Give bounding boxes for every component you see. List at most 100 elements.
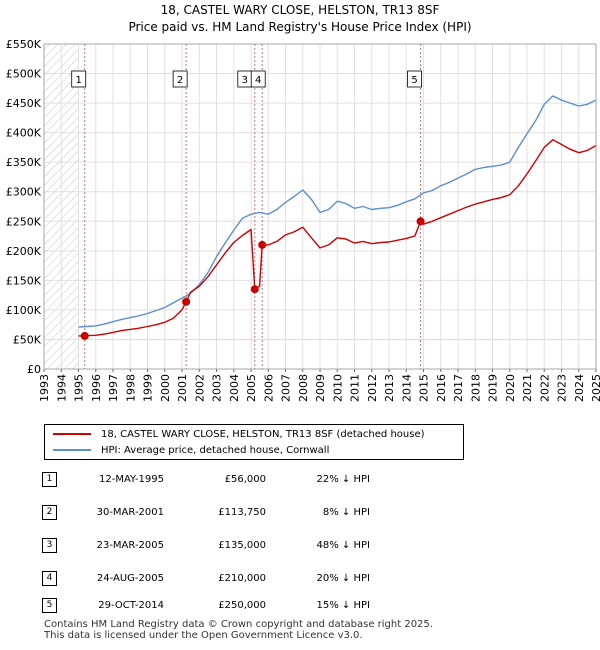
sale-row: 4 24-AUG-2005 £210,000 20% ↓ HPI — [0, 569, 600, 589]
x-tick-label: 2000 — [159, 374, 172, 402]
axes: £0 £50K £100K £150K £200K £250K £300K £350K £400… — [6, 38, 600, 402]
x-tick-label: 1996 — [90, 374, 103, 402]
x-tick-label: 1998 — [124, 374, 137, 402]
sale-point — [416, 217, 425, 226]
sale-marker-box — [250, 70, 266, 88]
sale-marker-number: 2 — [177, 75, 183, 86]
y-tick-label: £400K — [6, 127, 42, 140]
sale-number: 1 — [42, 472, 57, 487]
sale-hpi-diff: 8% ↓ HPI — [322, 507, 370, 518]
x-tick-label: 2010 — [331, 374, 344, 402]
x-tick-label: 1999 — [142, 374, 155, 402]
legend-label-property: 18, CASTEL WARY CLOSE, HELSTON, TR13 8SF… — [101, 429, 425, 440]
sale-marker-label: 5 — [407, 70, 422, 88]
property-price-line — [78, 139, 596, 337]
sale-marker-box — [71, 70, 87, 88]
x-tick-label: 2005 — [245, 374, 258, 402]
x-tick-label: 2021 — [521, 374, 534, 402]
sale-price: £210,000 — [218, 573, 266, 584]
y-tick-label: £250K — [6, 215, 42, 228]
sale-point — [80, 331, 89, 340]
sale-row: 3 23-MAR-2005 £135,000 48% ↓ HPI — [0, 536, 600, 556]
y-tick-label: £100K — [6, 304, 42, 317]
legend-item-hpi: HPI: Average price, detached house, Corn… — [53, 443, 329, 459]
sale-date: 24-AUG-2005 — [96, 573, 164, 584]
y-tick-label: £550K — [6, 38, 42, 51]
y-tick-label: £200K — [6, 245, 42, 258]
price-chart: £0 £50K £100K £150K £200K £250K £300K £350K £400… — [6, 38, 600, 402]
series-lines — [78, 95, 596, 337]
y-tick-label: £50K — [13, 333, 42, 346]
sale-date: 29-OCT-2014 — [98, 600, 164, 611]
x-tick-label: 2015 — [418, 374, 431, 402]
sale-points — [80, 217, 425, 340]
sale-marker-label: 4 — [250, 70, 266, 88]
sale-date: 30-MAR-2001 — [96, 507, 164, 518]
y-tick-label: £450K — [6, 97, 42, 110]
x-tick-label: 1995 — [73, 374, 86, 402]
sale-marker-box — [407, 70, 422, 88]
plot-frame — [43, 43, 597, 370]
legend-swatch-hpi — [53, 449, 91, 451]
x-tick-label: 2011 — [349, 374, 362, 402]
sale-marker-label: 2 — [172, 70, 188, 88]
sale-hpi-diff: 22% ↓ HPI — [316, 474, 370, 485]
x-tick-label: 2003 — [211, 374, 224, 402]
x-tick-label: 2023 — [556, 374, 569, 402]
chart-subtitle: Price paid vs. HM Land Registry's House … — [128, 20, 472, 34]
legend: 18, CASTEL WARY CLOSE, HELSTON, TR13 8SF… — [44, 424, 464, 460]
sale-marker-number: 3 — [242, 75, 248, 86]
sale-price: £56,000 — [224, 474, 266, 485]
sale-hpi-diff: 20% ↓ HPI — [316, 573, 370, 584]
x-tick-label: 2014 — [400, 374, 413, 402]
sale-point — [182, 297, 191, 306]
x-tick-label: 2001 — [176, 374, 189, 402]
x-tick-label: 1994 — [55, 374, 68, 402]
x-tick-label: 2006 — [262, 374, 275, 402]
x-tick-label: 2020 — [504, 374, 517, 402]
sale-row: 5 29-OCT-2014 £250,000 15% ↓ HPI — [0, 596, 600, 616]
x-tick-label: 2013 — [383, 374, 396, 402]
sale-marker-label: 1 — [71, 70, 87, 88]
sale-hpi-diff: 15% ↓ HPI — [316, 600, 370, 611]
footer-attribution: Contains HM Land Registry data © Crown c… — [44, 619, 433, 641]
sale-number: 5 — [42, 598, 57, 613]
footer-licence: This data is licensed under the Open Gov… — [44, 630, 363, 641]
legend-label-hpi: HPI: Average price, detached house, Corn… — [101, 445, 330, 456]
x-tick-label: 2008 — [297, 374, 310, 402]
sale-point — [258, 240, 267, 249]
legend-item-property: 18, CASTEL WARY CLOSE, HELSTON, TR13 8SF… — [53, 427, 425, 443]
x-tick-label: 2012 — [366, 374, 379, 402]
sale-price: £113,750 — [218, 507, 266, 518]
sale-marker-number: 1 — [76, 75, 82, 86]
sale-number: 4 — [42, 571, 57, 586]
hpi-line — [78, 95, 596, 328]
legend-swatch-property — [53, 433, 91, 435]
x-tick-label: 2017 — [452, 374, 465, 402]
chart-title-line-1: 18, CASTEL WARY CLOSE, HELSTON, TR13 8SF — [160, 3, 440, 17]
y-tick-label: £350K — [6, 156, 42, 169]
x-tick-label: 2022 — [538, 374, 551, 402]
x-tick-label: 1993 — [38, 374, 51, 402]
x-tick-label: 2004 — [228, 374, 241, 402]
sale-marker-number: 4 — [255, 75, 261, 86]
sale-point — [250, 285, 259, 294]
sale-number: 3 — [42, 538, 57, 553]
x-tick-label: 2009 — [314, 374, 327, 402]
y-tick-label: £300K — [6, 186, 42, 199]
sale-row: 2 30-MAR-2001 £113,750 8% ↓ HPI — [0, 503, 600, 523]
y-tick-label: £0 — [27, 363, 41, 376]
x-tick-label: 1997 — [107, 374, 120, 402]
sale-marker-label: 3 — [237, 70, 253, 88]
x-tick-label: 2019 — [487, 374, 500, 402]
sale-marker-number: 5 — [411, 75, 417, 86]
x-tick-label: 2018 — [469, 374, 482, 402]
x-tick-label: 2025 — [590, 374, 600, 402]
y-tick-label: £500K — [6, 68, 42, 81]
sale-row: 1 12-MAY-1995 £56,000 22% ↓ HPI — [0, 470, 600, 490]
y-tick-label: £150K — [6, 274, 42, 287]
sale-hpi-diff: 48% ↓ HPI — [316, 540, 370, 551]
x-tick-label: 2007 — [280, 374, 293, 402]
footer-copyright: Contains HM Land Registry data © Crown c… — [44, 619, 433, 630]
